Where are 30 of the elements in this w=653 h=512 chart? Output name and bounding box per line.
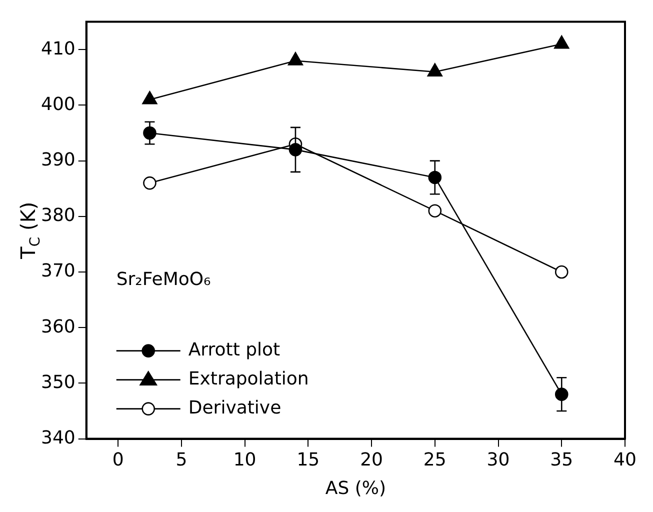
y-tick-label: 400 [40,94,76,115]
y-tick-label: 370 [40,260,76,282]
point [142,90,158,104]
x-tick-label: 30 [486,449,510,470]
y-tick-label: 380 [40,205,76,226]
point [428,204,442,218]
x-tick-label: 25 [423,449,446,470]
legend-label: Derivative [188,397,282,418]
x-tick-label: 20 [360,449,383,470]
x-tick-label: 35 [550,449,574,470]
x-tick-label: 0 [112,449,124,470]
x-tick-label: 15 [296,449,320,470]
x-tick-label: 5 [176,449,188,470]
point [554,35,570,49]
legend-label: Arrott plot [188,339,280,360]
x-tick-label: 40 [614,449,636,470]
x-axis-title: AS (%) [325,478,386,499]
y-tick-label: 360 [40,316,76,338]
y-tick-label: 340 [40,427,76,448]
legend-label: Extrapolation [188,368,309,390]
point [288,143,302,156]
annotation: Sr₂FeMoO₆ [116,269,211,290]
y-tick-label: 350 [40,372,76,393]
point [427,63,442,76]
point [143,176,156,190]
point [288,52,304,66]
y-tick-label: 390 [40,149,76,170]
point [554,265,568,279]
x-tick-label: 10 [233,449,256,470]
y-tick-label: 410 [40,38,76,60]
